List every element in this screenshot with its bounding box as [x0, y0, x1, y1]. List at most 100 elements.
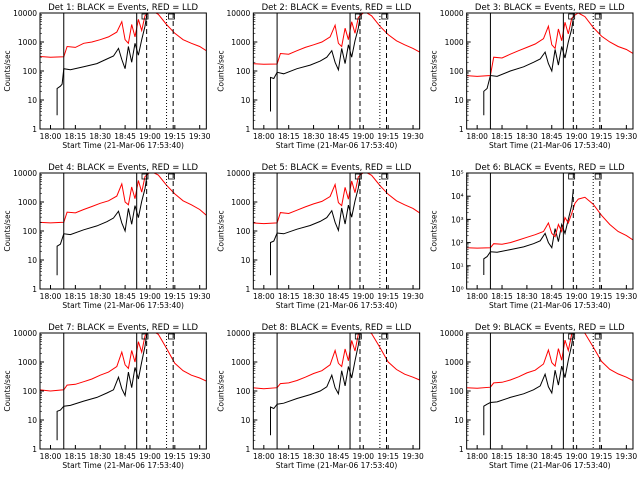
x-tick-label: 18:15 [491, 132, 513, 141]
x-tick-label: 19:30 [616, 292, 638, 301]
x-tick-label: 18:45 [541, 452, 563, 461]
square-marker [568, 13, 576, 20]
square-marker [141, 333, 149, 340]
x-tick-label: 19:30 [189, 292, 211, 301]
x-tick-label: 18:45 [328, 132, 350, 141]
series-line-lld [40, 13, 207, 58]
chart-panel-7: 1 10 100 1000 10000 18:00 18:15 18:30 18:45 19:00… [3, 323, 211, 470]
x-tick-label: 19:00 [352, 452, 374, 461]
y-axis-label: Counts/sec [3, 50, 12, 91]
y-tick-label: 100 [236, 387, 251, 396]
square-marker [168, 13, 175, 20]
plot-frame [466, 332, 634, 450]
chart-title: Det 7: BLACK = Events, RED = LLD [48, 323, 198, 333]
x-axis-label: Start Time (21-Mar-06 17:53:40) [276, 461, 398, 470]
y-tick-label: 10000 [226, 169, 250, 178]
chart-panel-2: 1 10 100 1000 10000 18:00 18:15 18:30 18:45 19:00… [216, 3, 424, 150]
square-marker [594, 173, 602, 180]
x-tick-label: 18:00 [253, 452, 275, 461]
y-tick-label: 10⁴ [451, 192, 464, 201]
y-tick-label: 10000 [13, 329, 37, 338]
x-tick-label: 19:30 [402, 292, 424, 301]
series-line-lld [466, 13, 633, 77]
y-tick-label: 10⁵ [451, 169, 464, 178]
y-tick-label: 1 [32, 445, 37, 454]
y-tick-label: 10 [27, 96, 37, 105]
square-marker [594, 13, 602, 20]
chart-panel-8: 1 10 100 1000 10000 18:00 18:15 18:30 18:45 19:00… [216, 323, 424, 470]
x-tick-label: 18:30 [89, 292, 111, 301]
y-tick-label: 10 [241, 96, 251, 105]
square-marker [168, 333, 175, 340]
square-marker [568, 173, 576, 180]
x-axis-label: Start Time (21-Mar-06 17:53:40) [62, 301, 184, 310]
y-tick-label: 100 [449, 67, 464, 76]
x-tick-label: 18:45 [328, 452, 350, 461]
series-line-events [483, 333, 574, 436]
y-tick-label: 1000 [231, 198, 250, 207]
series-line-events [56, 334, 148, 441]
x-tick-label: 19:30 [402, 452, 424, 461]
series-line-lld [253, 173, 420, 225]
x-tick-label: 19:00 [566, 452, 588, 461]
x-tick-label: 18:30 [89, 452, 111, 461]
y-tick-label: 10000 [440, 9, 464, 18]
y-tick-label: 1 [32, 285, 37, 294]
y-tick-label: 10¹ [451, 262, 464, 271]
y-axis-label: Counts/sec [216, 370, 225, 411]
x-tick-label: 19:15 [377, 452, 399, 461]
x-tick-label: 19:00 [139, 132, 161, 141]
x-tick-label: 18:00 [40, 292, 62, 301]
square-marker [354, 13, 362, 20]
y-tick-label: 1000 [231, 358, 250, 367]
y-axis-label: Counts/sec [216, 50, 225, 91]
chart-title: Det 1: BLACK = Events, RED = LLD [48, 3, 198, 13]
y-tick-label: 10³ [451, 215, 464, 224]
x-tick-label: 18:30 [89, 132, 111, 141]
y-tick-label: 100 [449, 387, 464, 396]
series-line-events [270, 333, 361, 436]
y-axis-label: Counts/sec [3, 210, 12, 251]
y-tick-label: 100 [23, 227, 38, 236]
y-tick-label: 1000 [231, 38, 250, 47]
x-tick-label: 18:00 [466, 292, 488, 301]
y-tick-label: 100 [236, 227, 251, 236]
chart-title: Det 9: BLACK = Events, RED = LLD [475, 323, 625, 333]
square-marker [141, 13, 149, 20]
y-tick-label: 10 [27, 416, 37, 425]
x-tick-label: 18:15 [278, 132, 300, 141]
square-marker [381, 173, 389, 180]
x-tick-label: 18:15 [65, 132, 87, 141]
x-tick-label: 18:00 [253, 292, 275, 301]
chart-panel-5: 1 10 100 1000 10000 18:00 18:15 18:30 18:45 19:00… [216, 163, 424, 310]
x-axis-label: Start Time (21-Mar-06 17:53:40) [489, 461, 611, 470]
x-tick-label: 19:15 [591, 292, 613, 301]
y-tick-label: 10⁰ [451, 285, 464, 294]
x-tick-label: 18:00 [466, 452, 488, 461]
series-line-lld [253, 13, 420, 65]
x-tick-label: 18:30 [303, 452, 325, 461]
y-tick-label: 10000 [13, 169, 37, 178]
x-axis-label: Start Time (21-Mar-06 17:53:40) [489, 301, 611, 310]
y-tick-label: 100 [236, 67, 251, 76]
series-line-lld [40, 173, 207, 224]
x-tick-label: 19:30 [616, 452, 638, 461]
y-tick-label: 10 [454, 416, 464, 425]
x-tick-label: 18:45 [328, 292, 350, 301]
y-tick-label: 10000 [440, 329, 464, 338]
chart-title: Det 4: BLACK = Events, RED = LLD [48, 163, 198, 173]
y-tick-label: 1000 [445, 358, 464, 367]
chart-title: Det 5: BLACK = Events, RED = LLD [262, 163, 412, 173]
y-tick-label: 1 [459, 125, 464, 134]
series-line-events [56, 15, 148, 116]
x-tick-label: 18:15 [65, 452, 87, 461]
x-tick-label: 18:00 [253, 132, 275, 141]
chart-panel-1: 1 10 100 1000 10000 18:00 18:15 18:30 18:45 19:00… [3, 3, 211, 150]
square-marker [568, 333, 576, 340]
x-tick-label: 19:15 [164, 292, 186, 301]
x-tick-label: 18:00 [466, 132, 488, 141]
chart-panel-4: 1 10 100 1000 10000 18:00 18:15 18:30 18:45 19:00… [3, 163, 211, 310]
x-tick-label: 18:15 [278, 292, 300, 301]
series-line-lld [253, 333, 420, 390]
x-tick-label: 19:00 [139, 292, 161, 301]
